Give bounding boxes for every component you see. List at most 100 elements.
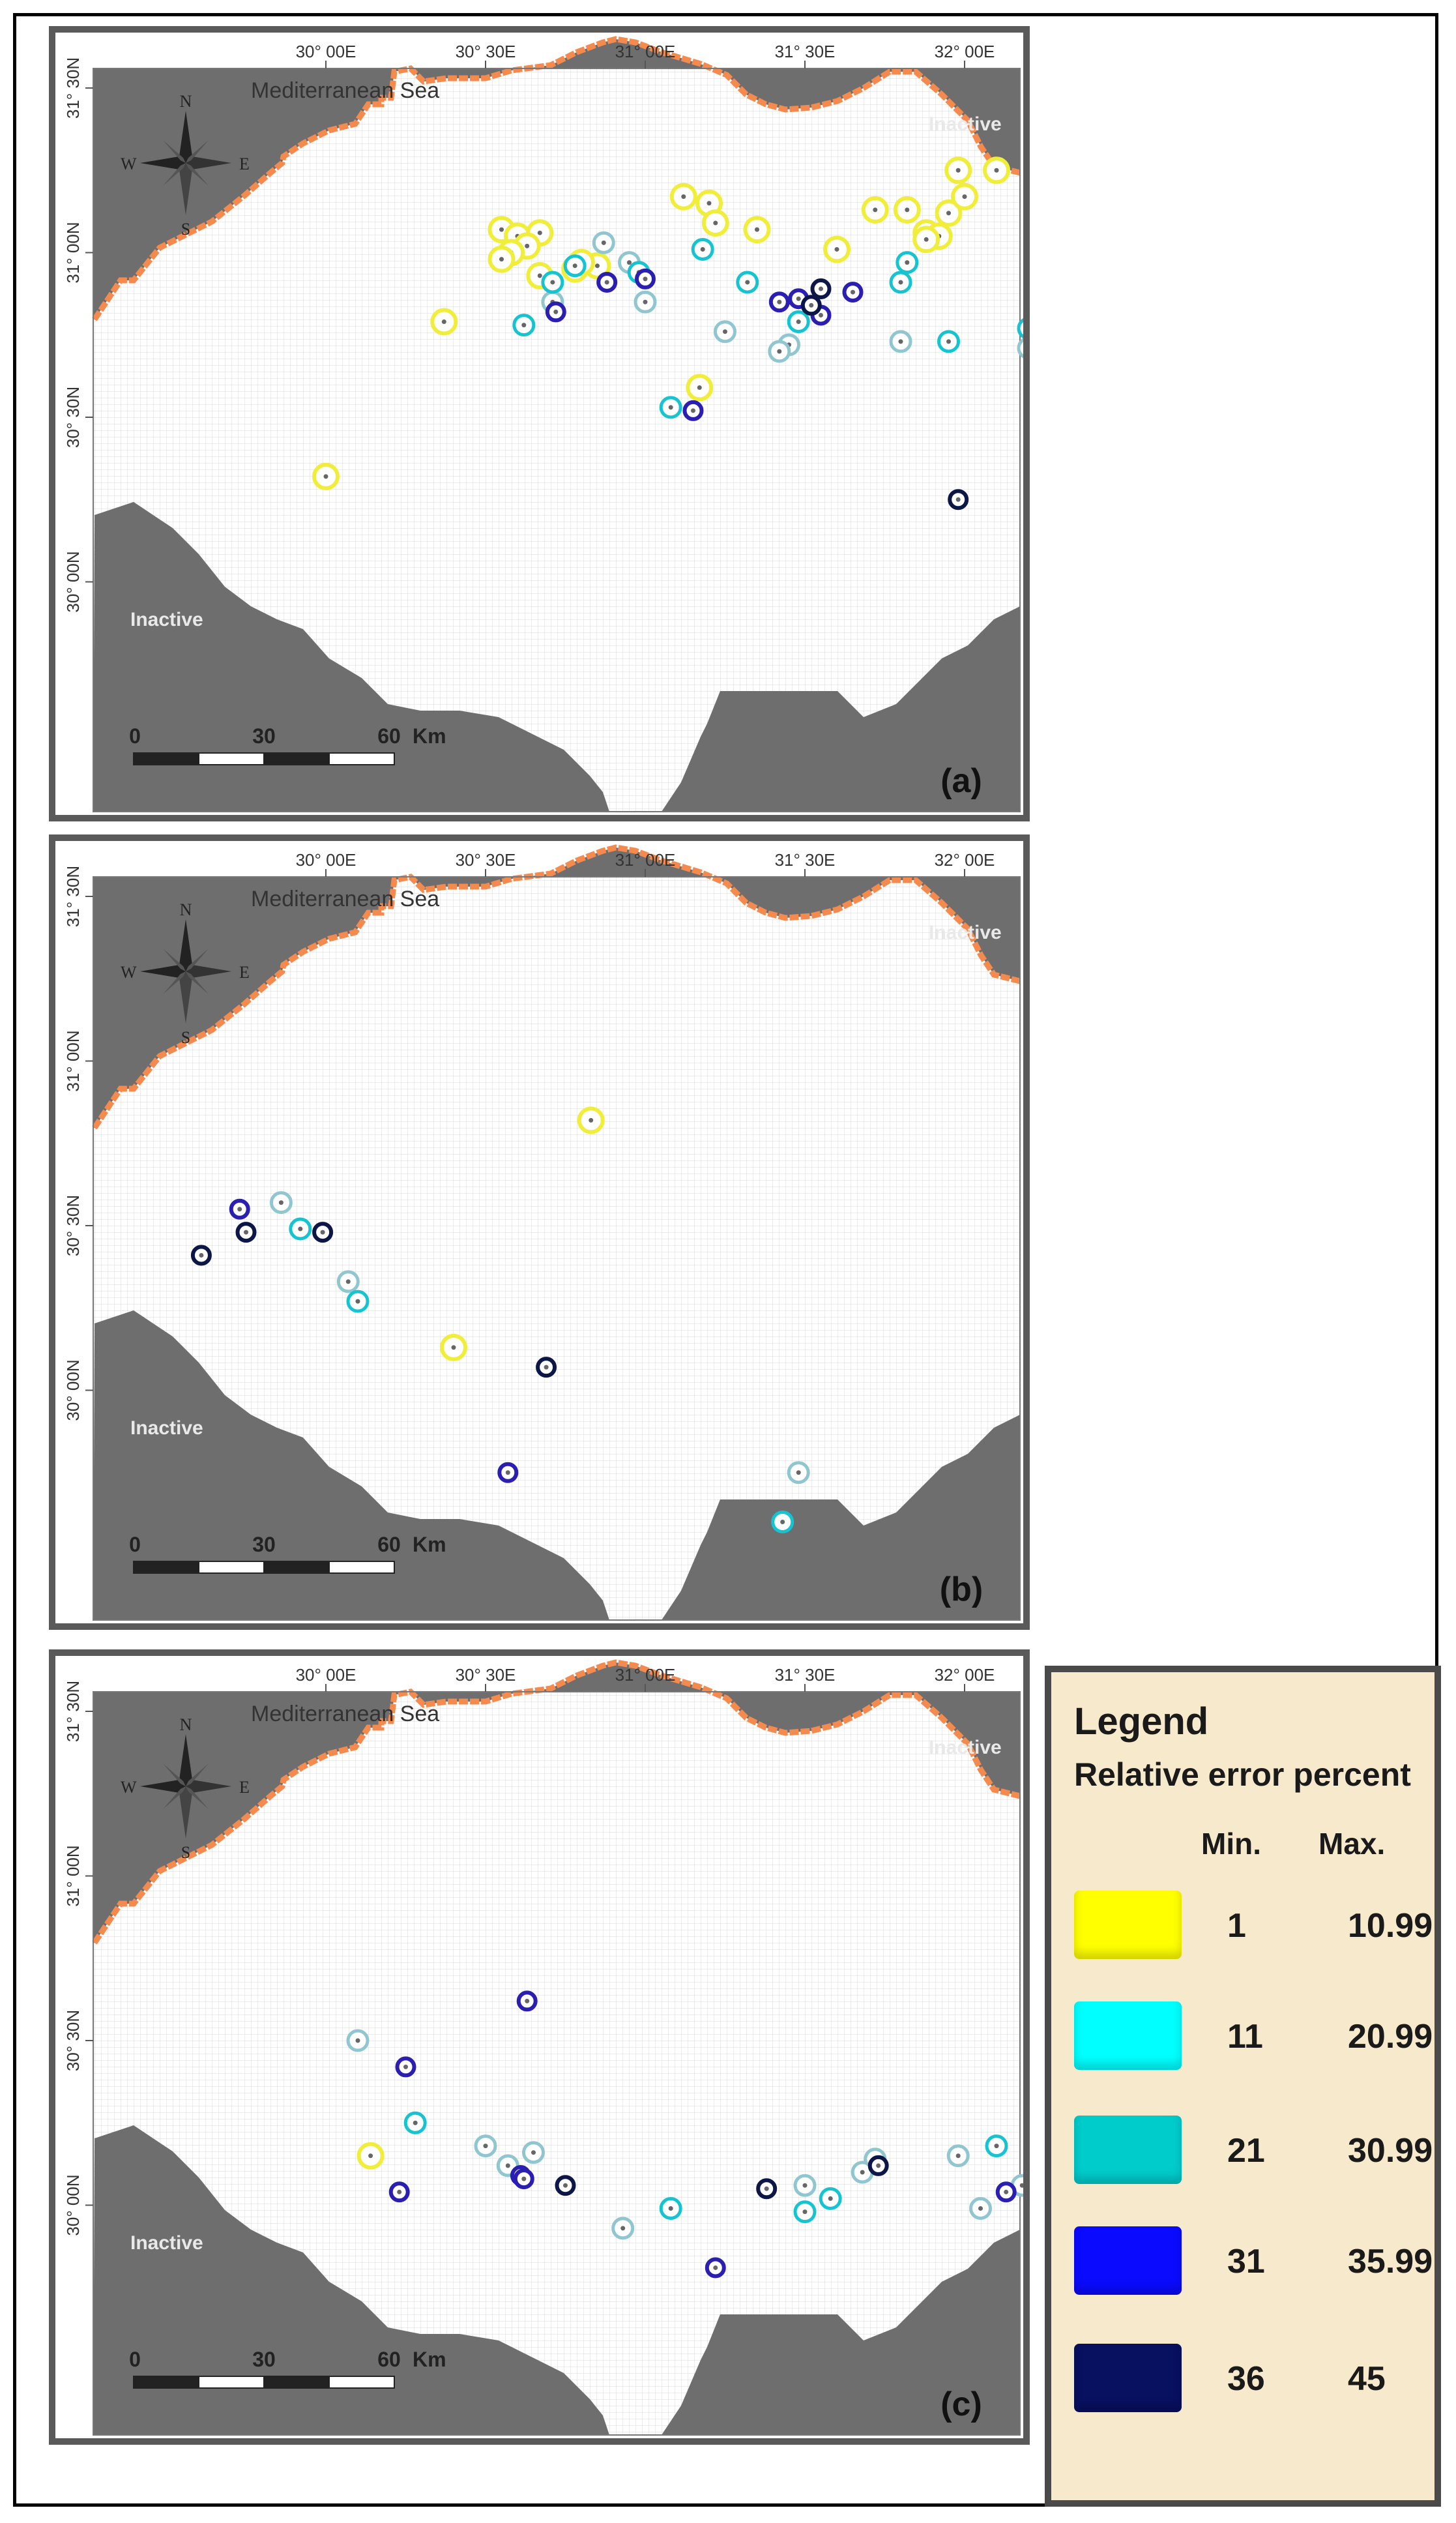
well-center-dot [777,349,782,354]
compass-needle-n [179,919,192,971]
well-center-dot [828,2196,833,2201]
compass-needle-w [140,156,186,170]
lat-tick-label: 30° 30N [63,387,83,448]
well-center-dot [368,2153,373,2159]
compass-w-label: W [121,1778,137,1797]
well-center-dot [537,230,542,235]
well-center-dot [819,312,823,317]
well-center-dot [994,2144,999,2149]
well-center-dot [355,2038,360,2043]
compass-e-label: E [239,155,250,173]
compass-needle-s [179,971,192,1024]
lon-tick-label: 31° 30E [775,1665,836,1685]
scale-segment [133,752,199,765]
lat-tick-label: 31° 00N [63,222,83,283]
compass-ne [186,1763,209,1786]
well-center-dot [483,2144,488,2149]
lon-tick-label: 31° 30E [775,42,836,61]
scale-unit: Km [413,2348,446,2371]
lon-tick-label: 32° 00E [935,42,995,61]
well-center-dot [819,286,823,291]
well-center-dot [873,207,878,213]
well-center-dot [620,2226,626,2231]
lon-tick-label: 31° 00E [615,850,676,870]
well-center-dot [237,1207,242,1212]
well-center-dot [355,1299,360,1304]
scale-label-30: 30 [252,1533,276,1556]
inactive-label-west: Inactive [130,1417,203,1439]
lon-tick-label: 30° 30E [456,1665,516,1685]
lon-tick-label: 30° 30E [456,42,516,61]
scale-bar: 0 30 60 Km [129,2348,446,2389]
map-frame [93,68,1021,812]
legend-max-value: 45 [1348,2360,1386,2398]
lat-tick-label: 30° 30N [63,2010,83,2071]
well-center-dot [946,211,951,216]
well-center-dot [244,1230,248,1235]
well-center-dot [905,207,910,213]
scale-segment [328,2376,395,2389]
scale-segment [328,1561,395,1574]
well-center-dot [505,2163,510,2168]
legend-title: Legend [1074,1700,1209,1743]
panel-label: (a) [940,762,982,800]
well-center-dot [745,280,750,285]
lon-tick-label: 30° 00E [296,850,357,870]
scale-segment [263,2376,330,2389]
well-center-dot [876,2163,881,2168]
legend-min-value: 1 [1227,1907,1246,1945]
well-center-dot [924,237,929,242]
compass-needle-s [179,1786,192,1838]
well-center-dot [604,280,609,285]
well-center-dot [278,1200,284,1205]
compass-needle-w [140,965,186,978]
well-center-dot [441,319,446,325]
figure-frame: 30° 00E 30° 30E 31° 00E 31° 30E 32° 00E 31° 3… [13,13,1441,2507]
well-center-dot [627,260,632,265]
inactive-area-south [93,502,1020,812]
well-center-dot [531,2150,536,2155]
scale-label-30: 30 [252,2348,276,2371]
well-center-dot [505,1470,510,1475]
well-center-dot [1019,2183,1023,2188]
lat-tick-label: 31° 30N [63,866,83,927]
sea-label: Mediterranean Sea [251,887,439,911]
legend-max-value: 10.99 [1348,1907,1433,1945]
lat-tick-label: 31° 00N [63,1845,83,1906]
well-center-dot [521,323,527,328]
lon-tick-label: 32° 00E [935,850,995,870]
scale-label-60: 60 [377,724,401,748]
legend-swatch [1074,2344,1182,2412]
coastline [92,36,1021,321]
inactive-area-south [93,2125,1020,2435]
well-center-dot [345,1279,351,1284]
well-center-dot [553,309,559,314]
compass-needle-e [186,1780,231,1793]
well-center-dot [851,289,855,295]
lat-tick-label: 30° 00N [63,551,83,612]
well-center-dot [499,227,504,232]
scale-label-0: 0 [129,1533,141,1556]
well-center-dot [521,2176,527,2181]
lon-tick-label: 30° 00E [296,42,357,61]
compass-n-label: N [180,900,192,919]
well-center-dot [397,2189,402,2194]
legend-max-header: Max. [1318,1827,1386,1861]
well-center-dot [298,1226,303,1232]
well-center-dot [809,302,814,308]
inactive-area-north [93,1662,1020,1943]
well-center-dot [713,220,718,226]
inactive-label-west: Inactive [130,2232,203,2254]
well-center-dot [601,240,606,245]
well-center-dot [978,2206,983,2211]
well-center-dot [323,474,328,479]
compass-s-label: S [181,1843,190,1862]
compass-se [186,1786,209,1809]
well-center-dot [691,408,695,413]
compass-s-label: S [181,220,190,239]
lon-tick-label: 31° 00E [615,42,676,61]
sea-label: Mediterranean Sea [251,78,439,103]
legend-min-value: 21 [1227,2132,1265,2170]
lon-tick-label: 31° 00E [615,1665,676,1685]
compass-w-label: W [121,963,137,982]
